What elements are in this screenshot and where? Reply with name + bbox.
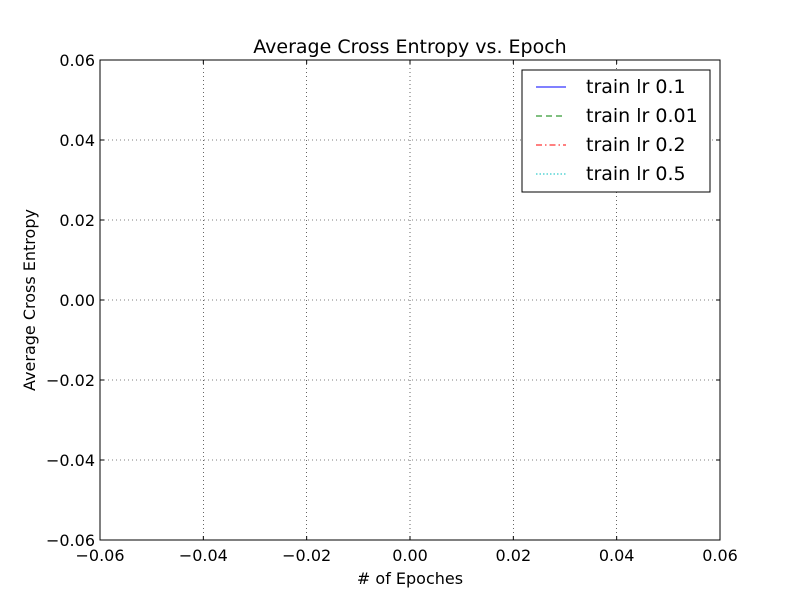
y-tick-label: 0.06 (59, 51, 95, 70)
y-axis-label: Average Cross Entropy (20, 209, 39, 391)
x-tick-label: 0.04 (599, 546, 635, 565)
y-tick-label: 0.00 (59, 291, 95, 310)
x-tick-label: 0.06 (702, 546, 738, 565)
y-tick-label: 0.02 (59, 211, 95, 230)
legend: train lr 0.1 train lr 0.01 train lr 0.2 tra… (521, 69, 711, 193)
x-tick-label: 0.02 (496, 546, 532, 565)
legend-label: train lr 0.2 (586, 134, 686, 156)
legend-label: train lr 0.5 (586, 163, 686, 185)
x-tick-label: −0.02 (282, 546, 331, 565)
legend-label: train lr 0.1 (586, 76, 686, 98)
chart-title: Average Cross Entropy vs. Epoch (253, 36, 566, 58)
x-axis-label: # of Epoches (357, 569, 463, 588)
y-tick-label: 0.04 (59, 131, 95, 150)
legend-label: train lr 0.01 (586, 105, 698, 127)
axis-ticks: −0.06 −0.04 −0.02 0.00 0.02 0.04 0.06 −0.06 −0.0… (46, 51, 738, 565)
y-tick-label: −0.02 (46, 371, 95, 390)
y-tick-label: −0.06 (46, 531, 95, 550)
x-tick-label: 0.00 (392, 546, 428, 565)
y-tick-label: −0.04 (46, 451, 95, 470)
x-tick-label: −0.06 (75, 546, 124, 565)
legend-entries: train lr 0.1 train lr 0.01 train lr 0.2 tra… (536, 76, 698, 185)
legend-box (521, 69, 711, 193)
x-tick-label: −0.04 (179, 546, 228, 565)
plot-area-frame (99, 59, 721, 541)
